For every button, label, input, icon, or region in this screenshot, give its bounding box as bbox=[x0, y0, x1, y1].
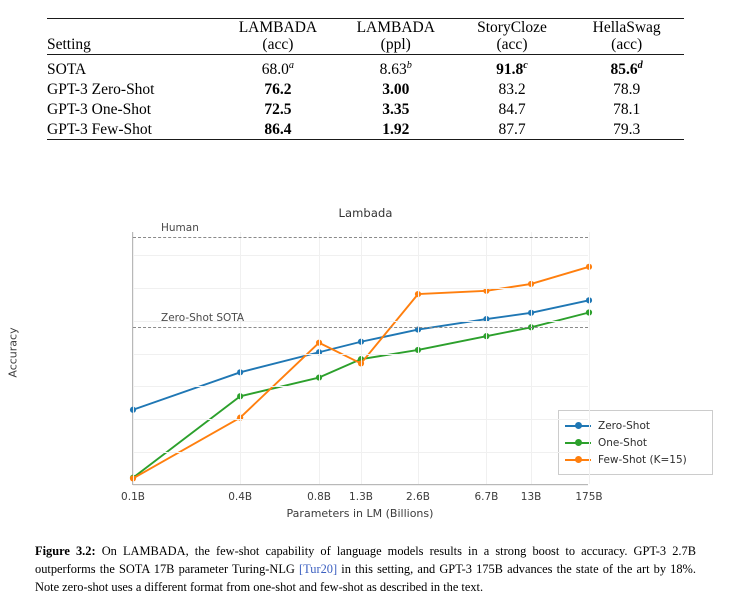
table-row: GPT-3 One-Shot 72.5 3.35 84.7 78.1 bbox=[47, 99, 684, 119]
chart-legend[interactable]: Zero-Shot One-Shot Few-Shot (K=15) bbox=[558, 410, 713, 475]
reference-line-label: Zero-Shot SOTA bbox=[161, 312, 245, 325]
column-header-storycloze-line1: StoryCloze bbox=[477, 19, 547, 36]
x-axis-tick-label: 175B bbox=[575, 491, 603, 503]
table-header-row: Setting LAMBADA (acc) LAMBADA (ppl) Stor… bbox=[47, 18, 684, 55]
table-cell-value: 76.2 bbox=[264, 80, 292, 98]
grid-line-horizontal bbox=[133, 320, 588, 322]
grid-line-vertical bbox=[361, 232, 362, 484]
table-cell-value: 84.7 bbox=[498, 100, 526, 118]
lambada-results-table: Setting LAMBADA (acc) LAMBADA (ppl) Stor… bbox=[47, 18, 684, 139]
reference-line bbox=[133, 327, 588, 329]
column-header-storycloze: StoryCloze (acc) bbox=[455, 19, 570, 55]
column-header-lambada-acc: LAMBADA (acc) bbox=[219, 19, 337, 55]
x-axis-label: Parameters in LM (Billions) bbox=[286, 507, 434, 520]
table-cell-value: 68.0a bbox=[261, 59, 295, 78]
grid-line-horizontal bbox=[133, 452, 588, 454]
column-header-lambada-acc-line2: (acc) bbox=[262, 36, 294, 54]
legend-item-label: One-Shot bbox=[598, 436, 648, 449]
caption-citation-link[interactable]: [Tur20] bbox=[299, 561, 338, 576]
grid-line-horizontal bbox=[133, 287, 588, 289]
grid-line-vertical bbox=[240, 232, 242, 484]
table-cell-value: 91.8c bbox=[496, 59, 528, 78]
grid-line-horizontal bbox=[133, 353, 588, 355]
table-cell-value: 72.5 bbox=[264, 100, 292, 118]
table-row: GPT-3 Zero-Shot 76.2 3.00 83.2 78.9 bbox=[47, 79, 684, 99]
grid-line-horizontal bbox=[133, 255, 588, 256]
caption-number: Figure 3.2: bbox=[35, 544, 96, 558]
legend-item-label: Few-Shot (K=15) bbox=[598, 453, 687, 466]
figure-3-2: Lambada Accuracy Parameters in LM (Billi… bbox=[0, 196, 731, 532]
table-cell-value: 79.3 bbox=[613, 120, 641, 138]
table-cell-value: 87.7 bbox=[498, 120, 526, 138]
grid-line-vertical bbox=[133, 232, 134, 484]
table-row: GPT-3 Few-Shot 86.4 1.92 87.7 79.3 bbox=[47, 119, 684, 139]
series-data-point bbox=[357, 360, 365, 367]
chart-title: Lambada bbox=[338, 206, 393, 220]
table-cell-value: 86.4 bbox=[264, 120, 292, 138]
results-table: Setting LAMBADA (acc) LAMBADA (ppl) Stor… bbox=[47, 18, 684, 140]
column-header-lambada-ppl-line2: (ppl) bbox=[380, 36, 411, 54]
x-axis-tick-label: 0.8B bbox=[307, 491, 331, 503]
x-axis-tick-label: 6.7B bbox=[474, 491, 499, 503]
legend-item[interactable]: Zero-Shot bbox=[565, 417, 704, 434]
legend-item[interactable]: Few-Shot (K=15) bbox=[565, 451, 704, 468]
series-line bbox=[132, 299, 590, 411]
legend-swatch-icon bbox=[565, 454, 591, 466]
series-line bbox=[132, 265, 590, 480]
table-cell-value: 8.63b bbox=[379, 59, 412, 78]
table-body: SOTA 68.0a 8.63b 91.8c 85.6d GPT-3 Zero-Shot 7… bbox=[47, 54, 684, 139]
column-header-setting-label: Setting bbox=[47, 35, 91, 53]
y-axis-label: Accuracy bbox=[6, 327, 20, 378]
table-cell-value: 3.00 bbox=[382, 80, 410, 98]
table-cell-setting: GPT-3 Zero-Shot bbox=[47, 80, 155, 98]
grid-line-horizontal bbox=[133, 419, 588, 421]
table-head: Setting LAMBADA (acc) LAMBADA (ppl) Stor… bbox=[47, 18, 684, 55]
plot-area: Zero-Shot One-Shot Few-Shot (K=15) 0.1B 0.4… bbox=[121, 222, 713, 503]
column-header-lambada-acc-line1: LAMBADA bbox=[238, 19, 318, 36]
x-axis-tick-label: 0.4B bbox=[228, 491, 253, 503]
table-cell-setting: GPT-3 One-Shot bbox=[47, 100, 152, 118]
reference-line bbox=[133, 237, 588, 239]
table-cell-value: 3.35 bbox=[382, 100, 410, 118]
column-header-hellaswag-line1: HellaSwag bbox=[592, 19, 661, 36]
column-header-setting: Setting bbox=[47, 19, 219, 55]
x-axis-tick-label: 1.3B bbox=[349, 491, 373, 503]
table-cell-value: 83.2 bbox=[498, 80, 526, 98]
column-header-storycloze-line2: (acc) bbox=[496, 36, 528, 54]
table-row: SOTA 68.0a 8.63b 91.8c 85.6d bbox=[47, 54, 684, 79]
series-data-point bbox=[357, 338, 365, 345]
grid-line-horizontal bbox=[133, 485, 588, 486]
reference-line-label: Human bbox=[161, 222, 199, 235]
legend-swatch-icon bbox=[565, 420, 591, 432]
table-cell-value: 78.1 bbox=[613, 100, 641, 118]
table-bottom-rule bbox=[47, 138, 684, 140]
x-axis-tick-label: 2.6B bbox=[406, 491, 430, 503]
table-cell-value: 78.9 bbox=[613, 80, 641, 98]
column-header-lambada-ppl: LAMBADA (ppl) bbox=[337, 19, 455, 55]
caption-part1: On LAMBADA, the few-shot capability of l… bbox=[35, 544, 696, 576]
column-header-lambada-ppl-line1: LAMBADA bbox=[356, 19, 435, 36]
table-cell-value: 85.6d bbox=[610, 59, 643, 78]
legend-swatch-icon bbox=[565, 437, 591, 449]
grid-line-vertical bbox=[589, 232, 590, 484]
x-axis-tick-label: 0.1B bbox=[121, 491, 145, 503]
table-cell-value: 1.92 bbox=[382, 120, 410, 138]
table-cell-setting: GPT-3 Few-Shot bbox=[47, 120, 152, 138]
legend-item[interactable]: One-Shot bbox=[565, 434, 704, 451]
column-header-hellaswag-line2: (acc) bbox=[611, 36, 643, 54]
figure-caption: Figure 3.2: On LAMBADA, the few-shot cap… bbox=[35, 543, 696, 597]
caption-part2: in this setting, and GPT-3 175B advances… bbox=[35, 561, 696, 594]
x-axis-tick-label: 13B bbox=[520, 491, 542, 503]
grid-line-vertical bbox=[486, 232, 488, 484]
grid-line-vertical bbox=[319, 232, 321, 484]
legend-item-label: Zero-Shot bbox=[598, 419, 651, 432]
grid-line-horizontal bbox=[133, 386, 588, 388]
grid-line-vertical bbox=[418, 232, 419, 484]
grid-line-vertical bbox=[531, 232, 533, 484]
table-cell-setting: SOTA bbox=[47, 60, 87, 78]
column-header-hellaswag: HellaSwag (acc) bbox=[569, 19, 684, 55]
